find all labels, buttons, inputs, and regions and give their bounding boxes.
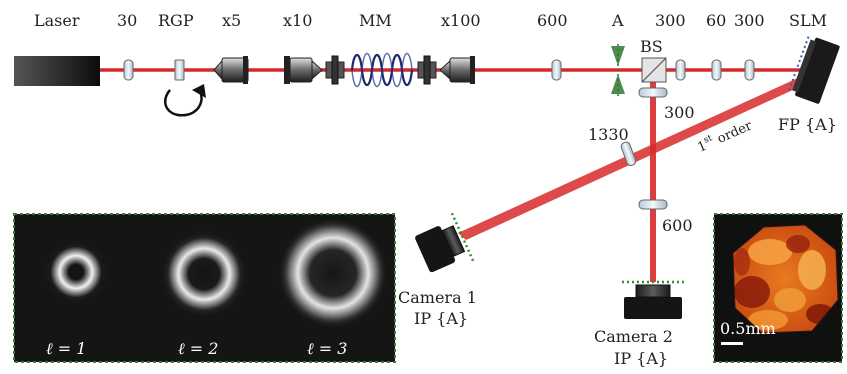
camera-2 (622, 280, 686, 319)
label-lens-600-top: 600 (537, 11, 568, 30)
label-laser: Laser (34, 11, 80, 30)
lens-300-mid (638, 87, 668, 98)
label-x5: x5 (222, 11, 241, 30)
mode-1-beam (42, 238, 110, 306)
label-camera-1-name: Camera 1 (398, 288, 477, 307)
mode-3-label: ℓ = 3 (307, 339, 347, 358)
label-bs: BS (640, 37, 663, 56)
label-lens-300-mid: 300 (664, 103, 695, 122)
laser-source (14, 56, 100, 86)
label-camera-2-name: Camera 2 (594, 327, 673, 346)
label-aperture-a: A (611, 11, 624, 30)
lens-600-top (551, 59, 562, 81)
label-x100: x100 (441, 11, 481, 30)
label-slm: SLM (789, 11, 827, 30)
curved-arrow-icon (164, 89, 203, 117)
label-rgp: RGP (158, 11, 194, 30)
lens-1330 (620, 141, 637, 167)
lens-300-top (675, 59, 686, 81)
label-fp: FP {A} (778, 115, 837, 134)
label-camera-2-plane: IP {A} (614, 349, 668, 368)
lens-600-bottom (638, 199, 668, 210)
fiber-coil-back (351, 52, 413, 88)
speckle-inset: 0.5mm (713, 213, 843, 363)
lens-60 (711, 59, 722, 81)
fiber-coupler-right (417, 55, 437, 85)
slm-device (787, 36, 840, 104)
fiber-coupler-left (325, 55, 345, 85)
label-lens-600-bottom: 600 (662, 216, 693, 235)
objective-x5 (213, 56, 249, 84)
label-mm: MM (359, 11, 392, 30)
mode-2-beam (160, 230, 248, 318)
scale-bar-label: 0.5mm (720, 319, 776, 338)
lens-30 (123, 59, 134, 81)
beam-splitter (641, 57, 667, 83)
aperture-a (611, 44, 625, 98)
camera-1 (415, 212, 475, 273)
label-lens-60: 60 (706, 11, 726, 30)
label-lens-300-top: 300 (655, 11, 686, 30)
label-lens-1330: 1330 (588, 125, 629, 144)
lens-300-right (744, 59, 755, 81)
objective-x10 (284, 56, 323, 84)
mode-1-label: ℓ = 1 (46, 339, 86, 358)
scale-bar (721, 342, 743, 345)
rgp-plate (174, 59, 185, 81)
label-lens-30: 30 (117, 11, 137, 30)
label-x10: x10 (283, 11, 312, 30)
mode-3-beam (278, 218, 388, 328)
label-lens-300-right: 300 (734, 11, 765, 30)
label-camera-1-plane: IP {A} (414, 309, 468, 328)
objective-x100 (439, 56, 475, 84)
curved-arrow-head-icon (192, 84, 206, 98)
mode-2-label: ℓ = 2 (178, 339, 218, 358)
oam-modes-inset: ℓ = 1 ℓ = 2 ℓ = 3 (13, 213, 396, 363)
